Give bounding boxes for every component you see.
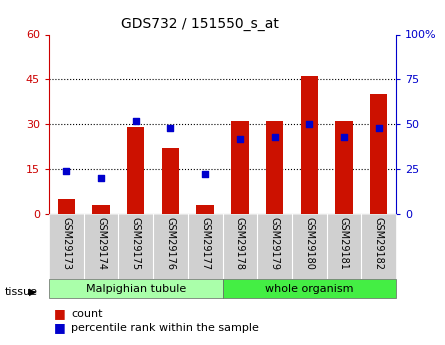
- Text: GSM29177: GSM29177: [200, 217, 210, 270]
- Text: count: count: [71, 309, 103, 319]
- Text: GSM29179: GSM29179: [270, 217, 279, 270]
- Point: [63, 168, 70, 174]
- FancyBboxPatch shape: [257, 214, 292, 279]
- FancyBboxPatch shape: [327, 214, 361, 279]
- Text: GSM29173: GSM29173: [61, 217, 71, 270]
- Point: [236, 136, 243, 141]
- Bar: [197, 205, 214, 214]
- FancyBboxPatch shape: [84, 214, 118, 279]
- Point: [167, 125, 174, 130]
- Text: whole organism: whole organism: [265, 284, 353, 294]
- FancyBboxPatch shape: [188, 214, 222, 279]
- Text: ▶: ▶: [29, 287, 36, 296]
- Point: [97, 175, 105, 181]
- FancyBboxPatch shape: [153, 214, 188, 279]
- FancyBboxPatch shape: [222, 214, 257, 279]
- Text: GDS732 / 151550_s_at: GDS732 / 151550_s_at: [121, 17, 279, 31]
- FancyBboxPatch shape: [222, 279, 396, 298]
- Point: [306, 121, 313, 127]
- Bar: [127, 127, 145, 214]
- Text: ■: ■: [53, 307, 65, 321]
- Text: GSM29178: GSM29178: [235, 217, 245, 270]
- FancyBboxPatch shape: [49, 214, 84, 279]
- FancyBboxPatch shape: [49, 279, 222, 298]
- Text: Malpighian tubule: Malpighian tubule: [85, 284, 186, 294]
- FancyBboxPatch shape: [118, 214, 153, 279]
- Bar: [58, 199, 75, 214]
- FancyBboxPatch shape: [361, 214, 396, 279]
- Point: [340, 134, 348, 139]
- Text: GSM29181: GSM29181: [339, 217, 349, 270]
- Point: [375, 125, 382, 130]
- Bar: [336, 121, 353, 214]
- Bar: [370, 94, 388, 214]
- Point: [271, 134, 278, 139]
- Bar: [231, 121, 249, 214]
- Text: percentile rank within the sample: percentile rank within the sample: [71, 323, 259, 333]
- Text: GSM29180: GSM29180: [304, 217, 314, 270]
- Point: [132, 118, 139, 124]
- Text: GSM29182: GSM29182: [374, 217, 384, 270]
- Bar: [301, 76, 318, 214]
- FancyBboxPatch shape: [292, 214, 327, 279]
- Point: [202, 172, 209, 177]
- Text: tissue: tissue: [4, 287, 37, 296]
- Text: GSM29174: GSM29174: [96, 217, 106, 270]
- Bar: [266, 121, 283, 214]
- Bar: [162, 148, 179, 214]
- Text: GSM29175: GSM29175: [131, 217, 141, 270]
- Text: GSM29176: GSM29176: [166, 217, 175, 270]
- Text: ■: ■: [53, 321, 65, 334]
- Bar: [93, 205, 110, 214]
